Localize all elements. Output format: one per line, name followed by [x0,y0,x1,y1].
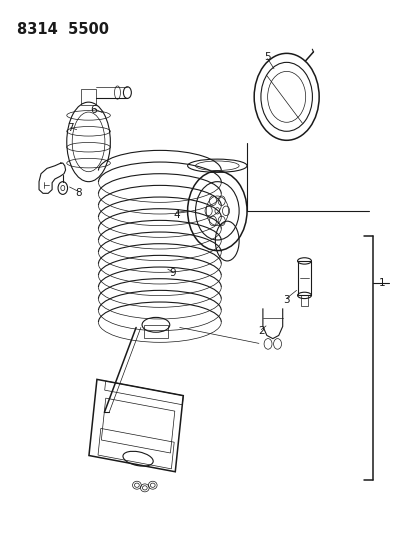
Text: 3: 3 [283,295,290,305]
Text: 8: 8 [76,188,82,198]
Text: 5: 5 [265,52,271,62]
Text: 1: 1 [379,278,386,288]
Text: 4: 4 [174,209,180,220]
Text: 7: 7 [67,123,74,133]
Bar [298,261,312,295]
Text: 8314  5500: 8314 5500 [17,21,109,37]
Bar [300,295,308,306]
Text: 9: 9 [169,269,176,278]
Text: 6: 6 [91,105,97,115]
Bar [144,325,168,338]
Bar [81,89,96,105]
Text: 2: 2 [258,326,265,336]
